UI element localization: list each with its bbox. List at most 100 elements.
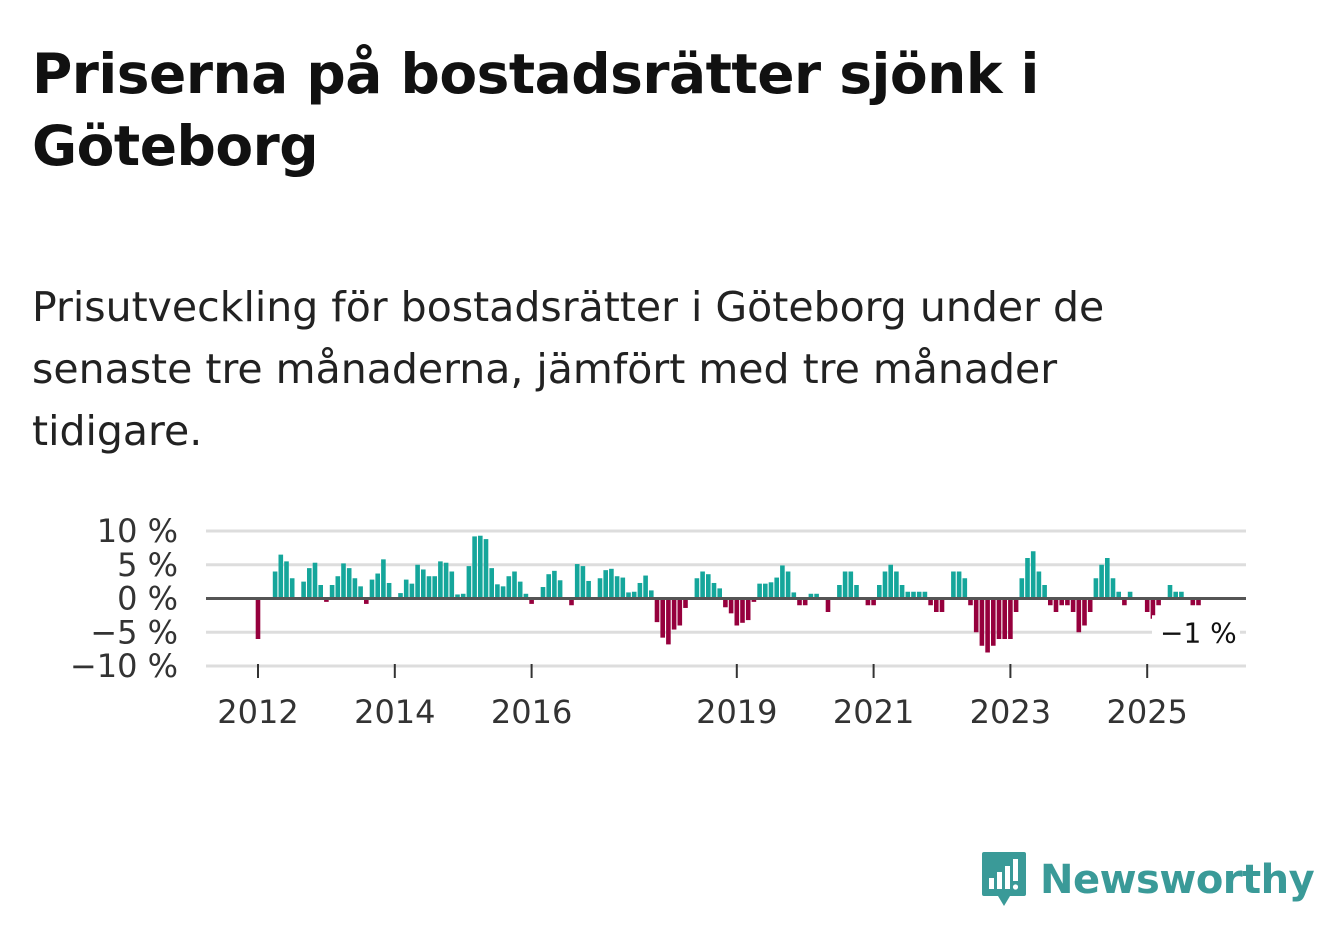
x-tick-label: 2023 bbox=[970, 693, 1051, 731]
y-axis-labels: 10 %5 %0 %−5 %−10 % bbox=[70, 512, 178, 685]
bar bbox=[324, 598, 329, 602]
bar bbox=[956, 571, 962, 599]
bar-chart: 10 %5 %0 %−5 %−10 % 2012 2014 2016 2019 2021… bbox=[70, 512, 1246, 731]
bar bbox=[1179, 591, 1184, 599]
bar bbox=[745, 598, 751, 621]
bar bbox=[586, 580, 591, 599]
bar bbox=[871, 598, 876, 606]
bar bbox=[666, 598, 671, 645]
bar bbox=[728, 598, 734, 614]
bar bbox=[495, 584, 500, 599]
bar bbox=[808, 593, 814, 599]
bar bbox=[580, 566, 586, 599]
bar bbox=[1190, 598, 1196, 606]
bar bbox=[677, 598, 683, 626]
bar bbox=[1099, 564, 1104, 599]
bar bbox=[797, 598, 802, 606]
bar bbox=[991, 598, 996, 646]
bar bbox=[814, 593, 819, 599]
bar bbox=[683, 598, 688, 608]
bar bbox=[603, 570, 608, 599]
chart-subtitle: Prisutveckling för bostadsrätter i Göteb… bbox=[32, 283, 1105, 455]
bar bbox=[951, 571, 956, 599]
bar bbox=[460, 593, 466, 599]
bar bbox=[700, 571, 705, 599]
bar bbox=[1048, 598, 1053, 606]
bar bbox=[934, 598, 939, 612]
bar bbox=[574, 564, 580, 599]
x-tick-label: 2021 bbox=[833, 693, 914, 731]
bar bbox=[284, 561, 289, 599]
bar bbox=[278, 554, 284, 599]
bar bbox=[626, 592, 631, 599]
bar bbox=[962, 578, 968, 599]
bar bbox=[1144, 598, 1150, 612]
bar bbox=[785, 571, 791, 599]
bar bbox=[694, 578, 700, 599]
bar bbox=[928, 598, 933, 606]
bar bbox=[706, 574, 711, 599]
bar bbox=[711, 582, 717, 599]
bar bbox=[375, 573, 380, 599]
bar bbox=[774, 577, 779, 599]
bar bbox=[335, 576, 341, 599]
bar bbox=[329, 585, 335, 599]
bar bbox=[409, 583, 415, 599]
x-tick-label: 2025 bbox=[1106, 693, 1187, 731]
bar bbox=[489, 568, 494, 599]
bar bbox=[569, 598, 574, 606]
x-tick-label: 2016 bbox=[491, 693, 572, 731]
bar bbox=[1053, 598, 1059, 612]
bar bbox=[403, 579, 409, 599]
bar bbox=[369, 579, 375, 599]
bar bbox=[985, 598, 990, 653]
bar bbox=[1025, 558, 1030, 599]
bar bbox=[768, 582, 774, 599]
bar bbox=[255, 598, 261, 639]
bar bbox=[848, 571, 854, 599]
x-tick-label: 2012 bbox=[217, 693, 298, 731]
newsworthy-logo: Newsworthy bbox=[980, 850, 1315, 910]
bar bbox=[381, 559, 386, 599]
bar bbox=[449, 571, 455, 599]
bar bbox=[1042, 585, 1047, 599]
bar bbox=[757, 583, 762, 599]
bar bbox=[888, 564, 893, 599]
y-tick-label: −5 % bbox=[90, 613, 178, 651]
bar bbox=[1110, 578, 1116, 599]
brand-name: Newsworthy bbox=[1040, 857, 1315, 903]
annotation: −1 % bbox=[1152, 615, 1240, 650]
bar bbox=[1087, 598, 1093, 612]
bar bbox=[1093, 578, 1099, 599]
bar bbox=[364, 598, 369, 604]
x-tick-label: 2019 bbox=[696, 693, 777, 731]
bar bbox=[740, 598, 745, 623]
bar bbox=[1122, 598, 1127, 606]
bar bbox=[1059, 598, 1064, 606]
bar bbox=[723, 598, 728, 608]
bar bbox=[854, 585, 859, 599]
bar bbox=[1173, 591, 1178, 599]
bar bbox=[478, 535, 483, 599]
annotation-background bbox=[1152, 615, 1240, 650]
bar bbox=[529, 598, 534, 604]
bar bbox=[837, 585, 842, 599]
bar bbox=[842, 571, 848, 599]
bar bbox=[1002, 598, 1007, 639]
bar bbox=[734, 598, 740, 626]
bar bbox=[1082, 598, 1087, 626]
bar bbox=[421, 569, 426, 599]
bar bbox=[911, 591, 916, 599]
y-tick-label: 5 % bbox=[117, 546, 178, 584]
y-tick-label: −10 % bbox=[70, 647, 178, 685]
bar bbox=[506, 576, 512, 599]
bar bbox=[865, 598, 871, 606]
bar bbox=[289, 578, 295, 599]
bar bbox=[671, 598, 677, 630]
bar bbox=[1196, 598, 1201, 606]
bar bbox=[609, 568, 614, 599]
bar bbox=[512, 571, 517, 599]
last-value-label: −1 % bbox=[1160, 616, 1237, 649]
newsworthy-logo-icon bbox=[982, 852, 1026, 906]
bar bbox=[1070, 598, 1076, 612]
